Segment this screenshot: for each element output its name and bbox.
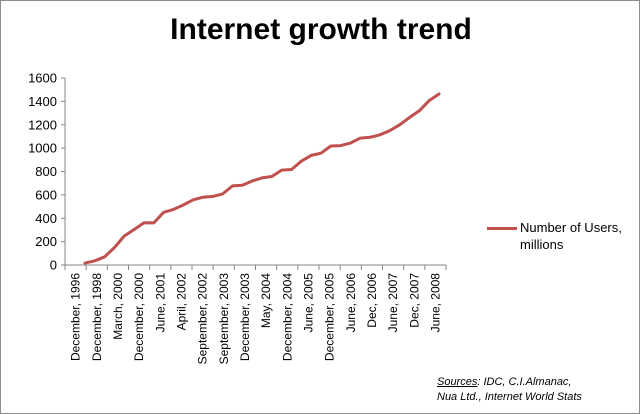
y-tick-label: 1000 [28,141,57,156]
y-axis: 0 200 400 600 800 1000 1200 1400 1600 [28,71,66,273]
x-tick-label: December, 2000 [132,273,146,361]
x-tick-label: June, 2008 [428,273,442,333]
x-tick-label: June, 2005 [301,273,315,333]
series-lines [83,92,441,265]
x-tick-label: June, 2001 [153,273,167,333]
y-tick-label: 1600 [28,71,57,86]
source-text-line2: Nua Ltd., Internet World Stats [437,391,582,403]
legend-swatch [487,227,517,230]
series-line [83,92,441,265]
y-tick-label: 200 [35,234,57,249]
source-note: Sources: IDC, C.I.Almanac, Nua Ltd., Int… [437,375,637,405]
x-tick-label: December, 1996 [69,273,83,361]
x-tick-label: March, 2000 [111,273,125,340]
y-tick-label: 800 [35,164,57,179]
x-tick-label: May, 2004 [259,273,273,328]
x-tick-label: December, 2003 [238,273,252,361]
x-tick-label: April, 2002 [174,273,188,331]
chart-title: Internet growth trend [170,13,472,46]
x-tick-label: Dec, 2007 [407,273,421,328]
x-tick-label: June, 2006 [344,273,358,333]
x-tick-label: December, 2004 [280,273,294,361]
x-tick-label: Dec, 2006 [365,273,379,328]
source-label: Sources [437,376,478,388]
legend-label: Number of Users, millions [520,220,622,252]
x-tick-label: September, 2002 [196,273,210,365]
source-text-line1: : IDC, C.I.Almanac, [477,376,572,388]
y-tick-label: 400 [35,211,57,226]
y-tick-label: 0 [50,258,57,273]
y-tick-label: 1400 [28,94,57,109]
y-tick-label: 600 [35,187,57,202]
x-tick-label: June, 2007 [386,273,400,333]
x-tick-label: December, 1998 [90,273,104,361]
x-tick-label: December, 2005 [323,273,337,361]
x-axis: December, 1996 December, 1998 March, 2000 D… [64,264,447,365]
x-tick-label: September, 2003 [217,273,231,365]
y-tick-label: 1200 [28,117,57,132]
